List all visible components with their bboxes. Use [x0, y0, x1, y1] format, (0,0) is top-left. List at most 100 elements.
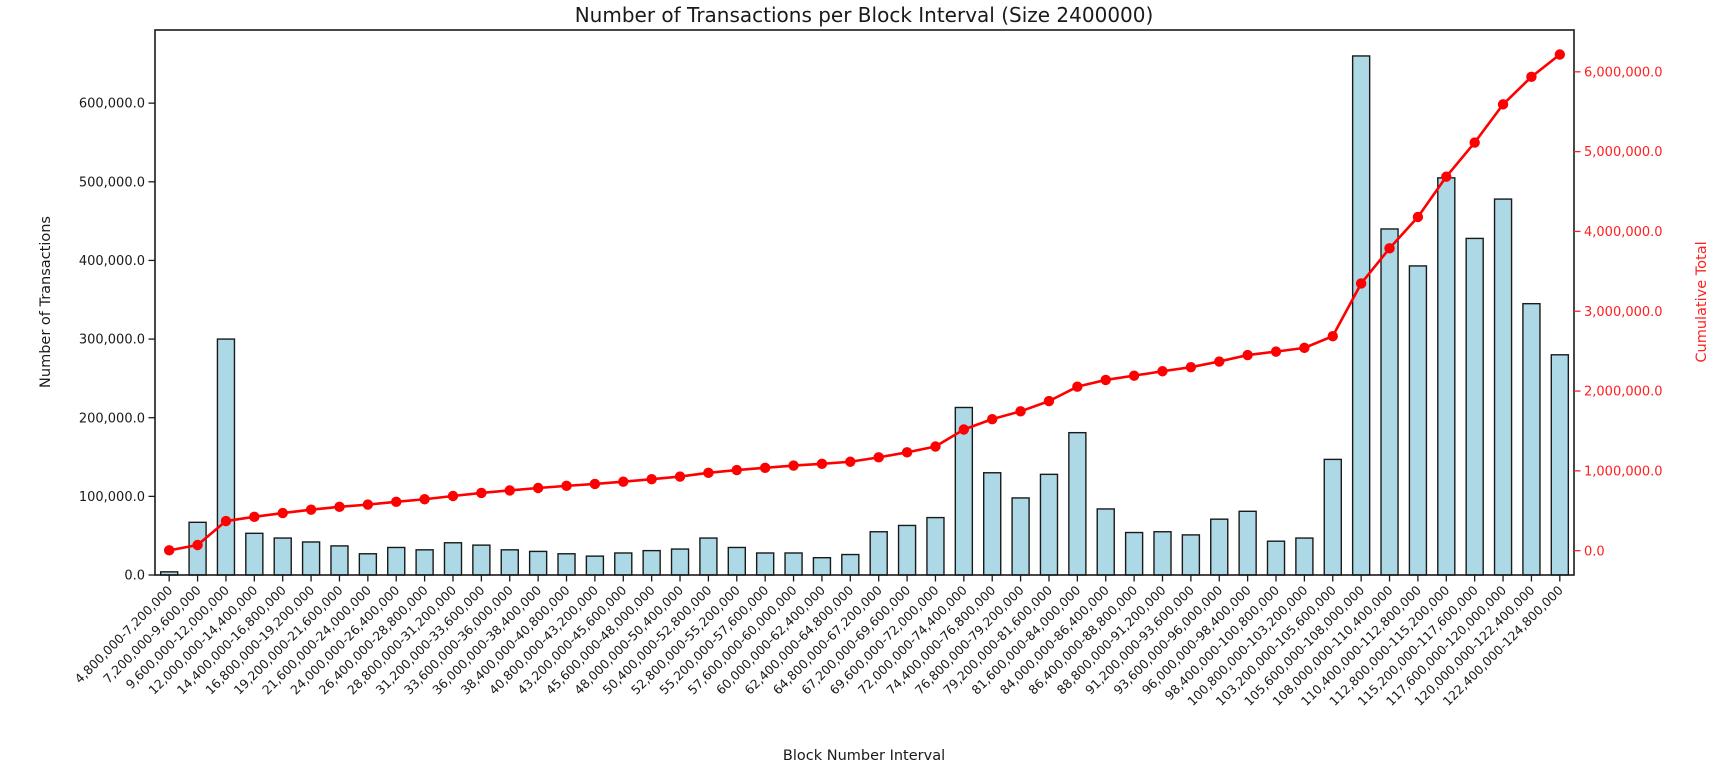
left-tick-label: 400,000.0 [79, 254, 145, 269]
cumulative-point [1015, 406, 1026, 417]
bar [1124, 531, 1144, 576]
bar [1522, 302, 1541, 576]
bar [1096, 508, 1115, 576]
plot-border [154, 29, 1575, 576]
left-tick-label: 300,000.0 [79, 333, 145, 348]
right-tick-label: 2,000,000.0 [1584, 385, 1663, 400]
bar [585, 555, 605, 576]
bar [1408, 265, 1428, 576]
bar [812, 557, 832, 576]
cumulative-line [168, 53, 1561, 552]
right-tick-label: 6,000,000.0 [1584, 65, 1663, 80]
cumulative-point [1327, 330, 1338, 342]
cumulative-point [277, 507, 288, 519]
cumulative-point [901, 447, 913, 458]
cumulative-point [1355, 278, 1367, 289]
right-tick-label: 1,000,000.0 [1584, 464, 1663, 479]
cumulative-point [1497, 99, 1509, 110]
bar [1380, 228, 1399, 576]
cumulative-point [589, 478, 601, 490]
bar [245, 532, 264, 576]
chart-title: Number of Transactions per Block Interva… [575, 3, 1154, 27]
left-axis-label: Number of Transactions [38, 216, 54, 388]
bar [330, 545, 349, 576]
cumulative-point [391, 496, 402, 508]
cumulative-point [1299, 342, 1310, 354]
cumulative-point [447, 490, 459, 502]
bar [1323, 458, 1342, 576]
right-axis-label: Cumulative Total [1694, 241, 1710, 362]
bar [557, 553, 576, 576]
cumulative-point [1526, 71, 1537, 83]
plot-content: 0.0 100,000.0 200,000.0 300,000.0 400,000.0 5… [72, 29, 1663, 709]
cumulative-point [163, 545, 175, 556]
cumulative-point [419, 494, 430, 505]
cumulative-point [1043, 395, 1055, 407]
x-axis-label: Block Number Interval [783, 748, 945, 764]
bar [1437, 177, 1456, 576]
cumulative-point [249, 511, 260, 523]
cumulative-point [1072, 381, 1083, 392]
cumulative-point [1128, 370, 1140, 381]
cumulative-point [958, 424, 970, 435]
bar [926, 516, 945, 576]
cumulative-point [1185, 361, 1197, 373]
left-tick-label: 200,000.0 [79, 411, 145, 426]
cumulative-point [731, 464, 742, 476]
bar [1465, 237, 1484, 576]
bar [1351, 55, 1371, 576]
cumulative-point [845, 456, 856, 467]
bar [869, 531, 888, 576]
bar [983, 472, 1002, 576]
bar [528, 550, 548, 576]
right-tick-label: 3,000,000.0 [1584, 305, 1663, 320]
bar [1181, 534, 1201, 576]
left-tick-label: 500,000.0 [79, 175, 145, 190]
bar [443, 542, 463, 576]
bar [755, 552, 775, 576]
bar [642, 549, 661, 576]
cumulative-point [930, 441, 941, 452]
right-tick-label: 0.0 [1584, 544, 1605, 559]
bar [387, 546, 406, 576]
cumulative-point [618, 476, 629, 487]
bar [301, 541, 321, 576]
bar [897, 524, 917, 576]
cumulative-point [305, 504, 317, 515]
cumulative-point [1554, 49, 1566, 60]
cumulative-point [674, 471, 686, 482]
bar [1266, 540, 1286, 576]
cumulative-point [1441, 171, 1452, 182]
cumulative-point [759, 462, 771, 474]
cumulative-point [1242, 349, 1253, 361]
bar [472, 544, 491, 576]
bar [670, 548, 690, 576]
bar [1550, 354, 1570, 576]
cumulative-point [220, 515, 232, 527]
left-tick-label: 100,000.0 [79, 490, 145, 505]
bar [500, 549, 519, 576]
bar [415, 549, 434, 576]
cumulative-point [1100, 374, 1111, 386]
bar [1295, 537, 1314, 576]
cumulative-point [362, 499, 374, 510]
cumulative-point [504, 485, 515, 496]
bar [358, 553, 378, 576]
right-tick-label: 5,000,000.0 [1584, 145, 1663, 160]
cumulative-point [816, 458, 828, 470]
cumulative-point [561, 480, 572, 492]
cumulative-point [1214, 356, 1225, 367]
bar [1210, 518, 1229, 576]
bar [273, 537, 292, 576]
bar [1153, 531, 1172, 576]
cumulative-point [1384, 243, 1395, 254]
cumulative-point [987, 413, 998, 425]
cumulative-point [1469, 137, 1480, 148]
cumulative-point [1270, 346, 1282, 357]
cumulative-point [192, 539, 203, 551]
bar [784, 552, 803, 576]
right-tick-label: 4,000,000.0 [1584, 225, 1663, 240]
cumulative-point [532, 482, 544, 494]
